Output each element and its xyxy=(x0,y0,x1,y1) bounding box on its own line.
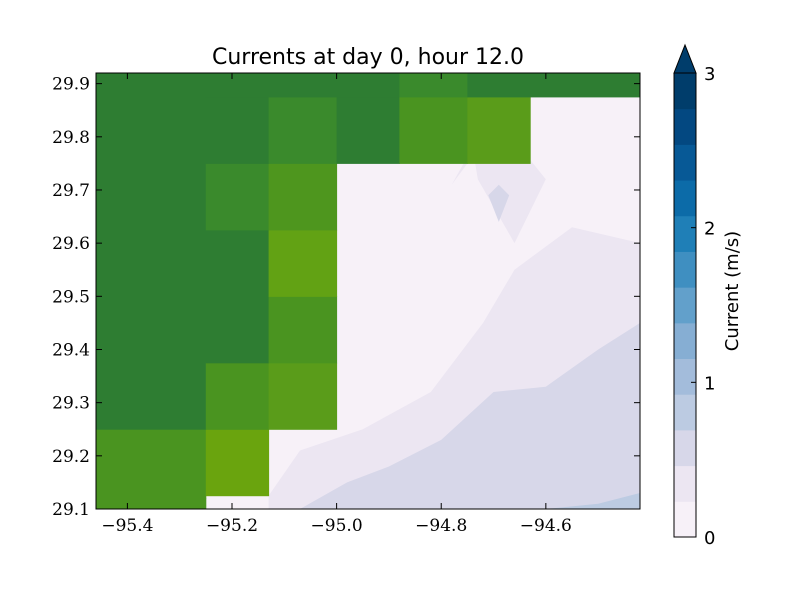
x-tick-label: −95.0 xyxy=(311,516,363,536)
colorbar-tick-label: 2 xyxy=(704,219,715,240)
land-cell-5 xyxy=(268,362,338,430)
axis-ticks: −95.4 −95.2 −95.0 −94.8 −94.6 29.1 29.2 29.3 29.… xyxy=(52,73,640,536)
land-cell-2 xyxy=(205,429,270,497)
contour-region-4 xyxy=(488,184,510,222)
colorbar-segment xyxy=(674,144,696,181)
colorbar-segment xyxy=(674,501,696,538)
colorbar-segment xyxy=(674,394,696,431)
colorbar-tick-label: 0 xyxy=(704,528,715,549)
colorbar-tick-label: 3 xyxy=(704,64,715,85)
land-cell-10 xyxy=(268,163,338,231)
land-cell-18 xyxy=(467,73,640,98)
land-cell-1 xyxy=(96,429,207,499)
contour-region-2 xyxy=(545,493,640,509)
colorbar-segment xyxy=(674,358,696,395)
x-tick-label: −94.6 xyxy=(520,516,572,536)
y-tick-label: 29.4 xyxy=(52,340,90,360)
land-cell-17 xyxy=(399,73,468,98)
colorbar-segment xyxy=(674,180,696,217)
colorbar-segment xyxy=(674,287,696,324)
land-cell-8 xyxy=(268,229,338,297)
colorbar-segment xyxy=(674,73,696,110)
land-cell-6 xyxy=(205,229,270,364)
land-cell-12 xyxy=(268,96,338,164)
colorbar-segment xyxy=(674,108,696,145)
colorbar: 0 1 2 3 xyxy=(673,43,715,549)
chart-title: Currents at day 0, hour 12.0 xyxy=(212,45,524,70)
y-tick-label: 29.8 xyxy=(52,128,90,148)
x-tick-label: −94.8 xyxy=(415,516,467,536)
y-tick-label: 29.1 xyxy=(52,500,90,520)
land-cell-7 xyxy=(268,296,338,364)
y-tick-label: 29.2 xyxy=(52,447,90,467)
land-cell-16 xyxy=(205,73,400,98)
land-cell-13 xyxy=(336,96,400,164)
colorbar-extend-arrow xyxy=(673,43,697,74)
y-tick-label: 29.9 xyxy=(52,75,90,95)
x-tick-label: −95.4 xyxy=(101,516,153,536)
y-tick-label: 29.6 xyxy=(52,234,90,254)
land-cell-15 xyxy=(467,96,531,164)
land-cell-3 xyxy=(96,73,207,430)
colorbar-segment xyxy=(674,251,696,288)
land-cell-11 xyxy=(205,96,270,164)
land-cell-4 xyxy=(205,362,270,430)
colorbar-segment xyxy=(674,429,696,467)
land-cell-9 xyxy=(205,163,270,231)
y-tick-label: 29.5 xyxy=(52,287,90,307)
colorbar-tick-label: 1 xyxy=(704,373,715,394)
y-tick-label: 29.7 xyxy=(52,181,90,201)
colorbar-frame xyxy=(673,73,697,538)
land-cell-0 xyxy=(96,498,207,509)
colorbar-segment xyxy=(674,215,696,252)
x-tick-label: −95.2 xyxy=(206,516,258,536)
y-tick-label: 29.3 xyxy=(52,394,90,414)
colorbar-label: Current (m/s) xyxy=(722,231,743,351)
colorbar-segment xyxy=(674,465,696,502)
colorbar-segment xyxy=(674,322,696,360)
land-cell-14 xyxy=(399,96,468,164)
plot-area xyxy=(96,73,640,509)
contour-region-1 xyxy=(300,322,640,509)
plot-frame xyxy=(95,72,641,510)
